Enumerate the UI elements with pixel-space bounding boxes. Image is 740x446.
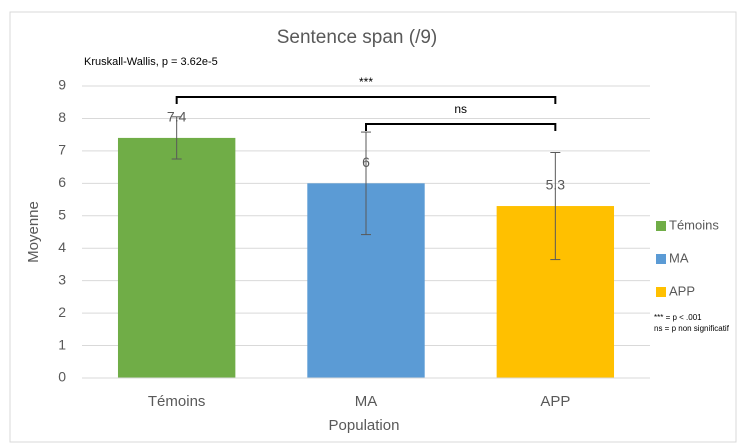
bar — [117, 137, 236, 378]
y-tick-label: 2 — [58, 304, 66, 320]
y-tick-label: 8 — [58, 109, 66, 125]
legend-label: MA — [669, 250, 689, 265]
significance-bracket — [175, 96, 557, 104]
legend-swatch — [656, 254, 666, 264]
data-label: 5.3 — [546, 177, 566, 193]
note: *** = p < .001 — [654, 313, 702, 322]
subtitle: Kruskall-Wallis, p = 3.62e-5 — [84, 56, 218, 68]
data-label: 6 — [362, 154, 370, 170]
y-axis-label: Moyenne — [25, 201, 42, 263]
x-axis-label: Population — [329, 417, 400, 434]
legend-label: Témoins — [669, 217, 719, 232]
x-tick-label: Témoins — [148, 393, 206, 410]
x-tick-label: MA — [355, 393, 378, 410]
significance-bracket — [365, 123, 557, 131]
legend-label: APP — [669, 283, 695, 298]
data-label: 7.4 — [167, 109, 187, 125]
legend-swatch — [656, 287, 666, 297]
y-tick-label: 0 — [58, 369, 66, 385]
significance-label: ns — [454, 102, 467, 116]
y-tick-label: 6 — [58, 174, 66, 190]
y-tick-label: 5 — [58, 206, 66, 222]
y-tick-label: 7 — [58, 142, 66, 158]
y-tick-label: 3 — [58, 271, 66, 287]
y-tick-label: 1 — [58, 336, 66, 352]
significance-label: *** — [359, 75, 373, 89]
note: ns = p non significatif — [654, 324, 730, 333]
legend-swatch — [656, 221, 666, 231]
x-tick-label: APP — [540, 393, 570, 410]
y-tick-label: 4 — [58, 239, 66, 255]
y-tick-label: 9 — [58, 77, 66, 93]
chart-title: Sentence span (/9) — [277, 27, 438, 48]
